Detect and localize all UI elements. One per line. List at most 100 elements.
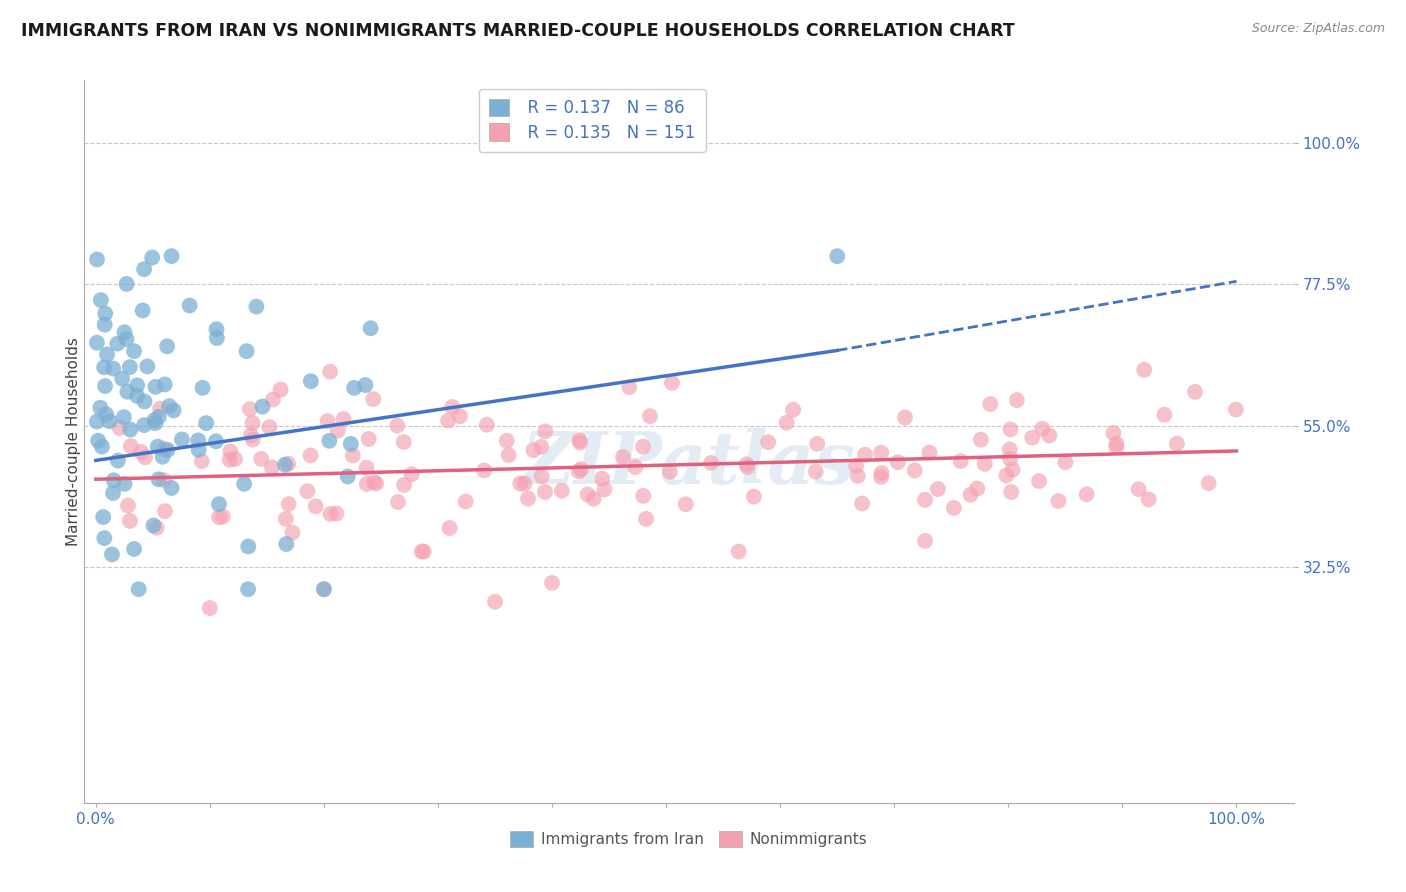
Point: [277, 457, 299, 471]
Point: [319, 365, 342, 379]
Point: [94, 379, 117, 393]
Point: [326, 424, 349, 438]
Point: [914, 533, 936, 548]
Point: [624, 460, 647, 475]
Point: [1102, 425, 1125, 440]
Point: [127, 378, 149, 392]
Point: [122, 344, 145, 359]
Point: [979, 397, 1001, 411]
Point: [354, 378, 377, 392]
Point: [136, 359, 159, 374]
Point: [86, 335, 108, 350]
Point: [132, 418, 155, 433]
Point: [392, 435, 415, 450]
Point: [134, 262, 156, 277]
Point: [105, 336, 128, 351]
Point: [141, 251, 163, 265]
Point: [569, 435, 592, 450]
Point: [205, 322, 228, 336]
Point: [735, 457, 758, 471]
Point: [1038, 428, 1060, 442]
Point: [101, 486, 124, 500]
Point: [118, 514, 141, 528]
Legend: Immigrants from Iran, Nonimmigrants: Immigrants from Iran, Nonimmigrants: [505, 825, 873, 853]
Point: [336, 469, 359, 483]
Point: [959, 488, 981, 502]
Point: [299, 449, 322, 463]
Point: [316, 414, 339, 428]
Point: [89, 401, 111, 415]
Point: [156, 339, 179, 353]
Point: [134, 394, 156, 409]
Point: [593, 483, 616, 497]
Point: [1184, 384, 1206, 399]
Point: [90, 293, 112, 307]
Point: [1198, 476, 1220, 491]
Point: [1001, 463, 1024, 477]
Point: [86, 415, 108, 429]
Point: [498, 448, 520, 462]
Point: [870, 445, 893, 459]
Point: [484, 595, 506, 609]
Point: [619, 380, 641, 394]
Point: [737, 460, 759, 475]
Point: [412, 544, 434, 558]
Point: [775, 416, 797, 430]
Point: [205, 331, 228, 345]
Text: Source: ZipAtlas.com: Source: ZipAtlas.com: [1251, 22, 1385, 36]
Point: [742, 490, 765, 504]
Point: [569, 462, 592, 476]
Point: [143, 413, 166, 427]
Point: [187, 434, 209, 448]
Point: [107, 453, 129, 467]
Point: [495, 434, 517, 448]
Point: [260, 460, 283, 475]
Point: [1105, 436, 1128, 450]
Point: [439, 521, 461, 535]
Point: [437, 413, 460, 427]
Point: [96, 408, 118, 422]
Point: [1225, 402, 1247, 417]
Point: [233, 476, 256, 491]
Point: [1031, 422, 1053, 436]
Point: [131, 303, 153, 318]
Point: [262, 392, 284, 407]
Point: [634, 512, 657, 526]
Point: [195, 416, 218, 430]
Point: [582, 491, 605, 506]
Point: [115, 277, 138, 291]
Point: [700, 456, 723, 470]
Point: [190, 454, 212, 468]
Point: [170, 433, 193, 447]
Point: [1166, 436, 1188, 450]
Point: [94, 307, 117, 321]
Point: [242, 416, 264, 430]
Point: [93, 531, 115, 545]
Point: [1137, 492, 1160, 507]
Point: [998, 442, 1021, 457]
Point: [340, 437, 363, 451]
Point: [281, 525, 304, 540]
Point: [846, 468, 869, 483]
Point: [250, 451, 273, 466]
Point: [259, 420, 281, 434]
Point: [160, 249, 183, 263]
Point: [1105, 440, 1128, 454]
Point: [93, 360, 115, 375]
Point: [1054, 455, 1077, 469]
Point: [970, 433, 993, 447]
Point: [658, 465, 681, 479]
Point: [191, 381, 214, 395]
Point: [973, 457, 995, 471]
Point: [472, 463, 495, 477]
Point: [356, 477, 378, 491]
Point: [454, 494, 477, 508]
Point: [387, 495, 409, 509]
Point: [211, 509, 233, 524]
Point: [366, 476, 388, 491]
Point: [360, 321, 382, 335]
Point: [160, 481, 183, 495]
Point: [103, 473, 125, 487]
Text: IMMIGRANTS FROM IRAN VS NONIMMIGRANTS MARRIED-COUPLE HOUSEHOLDS CORRELATION CHAR: IMMIGRANTS FROM IRAN VS NONIMMIGRANTS MA…: [21, 22, 1015, 40]
Point: [325, 507, 347, 521]
